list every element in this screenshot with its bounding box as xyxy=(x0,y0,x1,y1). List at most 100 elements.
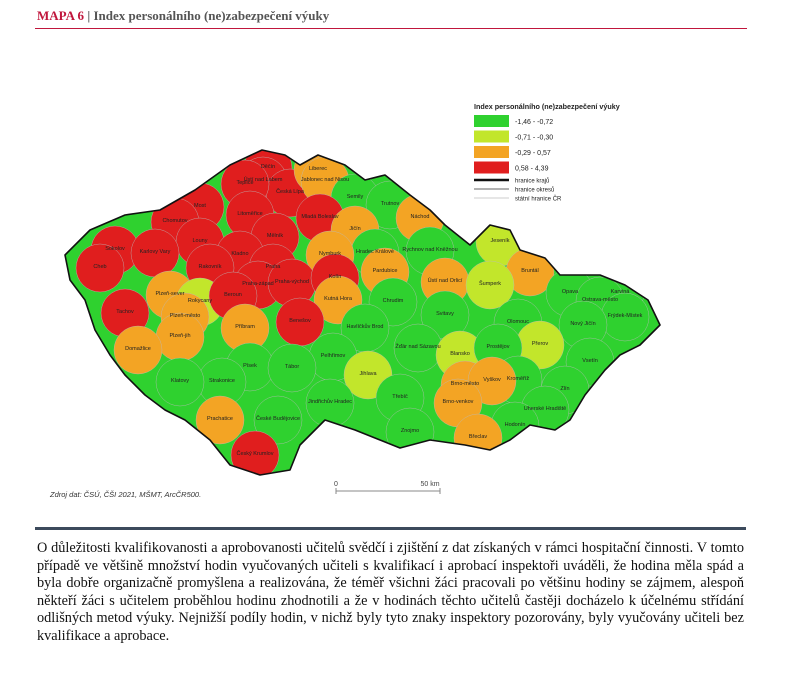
district-label: Jeseník xyxy=(491,238,510,244)
district-label: Rychnov nad Kněžnou xyxy=(402,247,457,253)
legend-swatch xyxy=(474,161,509,174)
header: MAPA 6 | Index personálního (ne)zabezpeč… xyxy=(37,8,329,24)
legend-swatch xyxy=(474,146,509,158)
district-label: Příbram xyxy=(235,324,255,330)
legend-label: státní hranice ČR xyxy=(515,196,562,203)
scale-start: 0 xyxy=(334,481,338,488)
legend-swatch xyxy=(474,130,509,143)
district-label: Prachatice xyxy=(207,416,233,422)
scale-end: 50 km xyxy=(420,481,439,488)
district-label: Karviná xyxy=(611,289,631,295)
district-label: Svitavy xyxy=(436,311,454,317)
district-label: Chomutov xyxy=(162,218,187,224)
district-label: Plzeň-jih xyxy=(169,333,190,339)
district-label: Kutná Hora xyxy=(324,296,353,302)
source-note: Zdroj dat: ČSÚ, ČŠI 2021, MŠMT, ArcČR500… xyxy=(49,490,201,499)
district-label: Sokolov xyxy=(105,246,125,252)
map-number: MAPA 6 xyxy=(37,8,85,23)
district-label: Šumperk xyxy=(479,280,501,287)
district-label: Zlín xyxy=(560,386,569,392)
district-label: Brno-venkov xyxy=(443,399,474,405)
district-label: Vsetín xyxy=(582,358,598,364)
map: Děčín Ústí nad Labem Česká Lípa Liberec Jabl… xyxy=(49,102,661,499)
district-label: Praha-západ xyxy=(242,281,274,287)
district-label: Nový Jičín xyxy=(570,321,595,327)
district-label: Trutnov xyxy=(381,201,400,207)
district-label: Semily xyxy=(347,194,364,200)
district-label: Liberec xyxy=(309,166,327,172)
separator-rule xyxy=(35,527,746,530)
country-border xyxy=(64,149,661,476)
legend-label: hranice krajů xyxy=(515,178,549,185)
legend-label: 0,58 - 4,39 xyxy=(515,166,549,173)
district-area xyxy=(253,395,303,445)
district-label: Jindřichův Hradec xyxy=(308,398,352,405)
district-label: České Budějovice xyxy=(256,415,300,422)
district-label: Litoměřice xyxy=(237,211,262,217)
legend-title: Index personálního (ne)zabezpečení výuky xyxy=(474,102,620,111)
district-label: Tábor xyxy=(285,364,300,370)
district-label: Jičín xyxy=(349,226,360,232)
separator: | xyxy=(87,8,91,23)
legend-label: -1,46 - -0,72 xyxy=(515,119,553,126)
district-label: Praha xyxy=(266,264,282,270)
district-label: Náchod xyxy=(411,214,430,220)
district-label: Plzeň-město xyxy=(170,313,201,319)
district-label: Kolín xyxy=(329,274,342,280)
header-rule xyxy=(35,28,747,29)
district-area xyxy=(155,357,205,407)
district-label: Mladá Boleslav xyxy=(301,214,339,220)
district-label: Strakonice xyxy=(209,378,235,384)
district-label: Chrudim xyxy=(383,298,404,304)
district-label: Plzeň-sever xyxy=(155,291,184,297)
district-label: Beroun xyxy=(224,292,242,298)
district-area xyxy=(113,325,163,375)
district-area xyxy=(267,343,317,393)
legend-label: hranice okresů xyxy=(515,187,554,194)
district-label: Ostrava-město xyxy=(582,297,618,303)
district-label: Frýdek-Místek xyxy=(608,313,643,319)
district-label: Prostějov xyxy=(487,344,510,350)
district-label: Hodonín xyxy=(505,422,526,428)
district-label: Tachov xyxy=(116,309,134,315)
district-label: Domažlice xyxy=(125,346,151,352)
legend-label: -0,29 - 0,57 xyxy=(515,150,551,157)
district-label: Karlovy Vary xyxy=(140,249,171,255)
district-label: Louny xyxy=(193,238,208,244)
district-label: Znojmo xyxy=(401,428,419,434)
district-label: Pelhřimov xyxy=(321,353,346,359)
district-area xyxy=(230,430,280,475)
district-label: Havlíčkův Brod xyxy=(347,323,384,330)
district-area xyxy=(465,260,515,310)
district-label: Břeclav xyxy=(469,434,488,440)
paragraph: O důležitosti kvalifikovanosti a aprobov… xyxy=(37,540,744,644)
district-label: Vyškov xyxy=(483,377,501,383)
district-label: Kladno xyxy=(231,251,248,257)
district-label: Pardubice xyxy=(373,268,398,274)
district-label: Přerov xyxy=(532,341,548,347)
district-label: Hradec Králové xyxy=(356,249,394,255)
district-label: Písek xyxy=(243,363,257,369)
district-label: Česká Lípa xyxy=(276,188,305,195)
district-label: Brno-město xyxy=(451,381,479,387)
district-label: Uherské Hradiště xyxy=(524,406,567,412)
district-label: Rokycany xyxy=(188,298,212,304)
map-title: Index personálního (ne)zabezpečení výuky xyxy=(93,8,330,23)
district-label: Český Krumlov xyxy=(237,450,274,457)
district-area xyxy=(195,395,245,445)
district-label: Blansko xyxy=(450,351,470,357)
district-label: Rakovník xyxy=(199,264,222,270)
district-label: Ústí nad Labem xyxy=(244,176,283,183)
district-label: Benešov xyxy=(289,318,311,324)
district-label: Nymburk xyxy=(319,251,341,257)
district-label: Jihlava xyxy=(359,371,377,377)
district-label: Třebíč xyxy=(392,394,408,400)
district-label: Praha-východ xyxy=(275,279,309,285)
district-label: Mělník xyxy=(267,233,283,239)
district-label: Kroměříž xyxy=(507,376,530,382)
district-area xyxy=(75,243,125,293)
district-label: Teplice xyxy=(236,180,253,186)
district-label: Olomouc xyxy=(507,319,529,325)
district-label: Klatovy xyxy=(171,378,189,384)
